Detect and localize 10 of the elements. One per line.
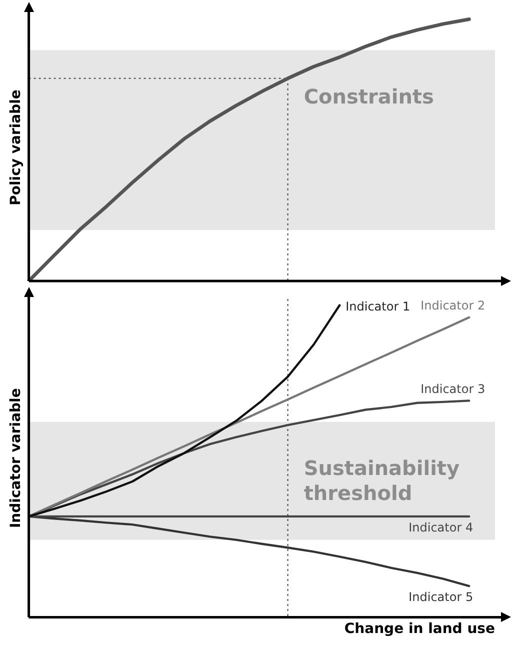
y-axis-title: Policy variable: [8, 90, 24, 206]
y-axis-title: Indicator variable: [8, 388, 24, 528]
x-axis-title: Change in land use: [344, 621, 495, 638]
band-label: Sustainability threshold: [304, 456, 460, 506]
series-label: Indicator 2: [420, 298, 486, 313]
series-label: Indicator 4: [408, 520, 474, 535]
series-label: Indicator 3: [420, 382, 486, 396]
band-label: Constraints: [304, 84, 434, 108]
series-label: Indicator 1: [346, 299, 410, 314]
series-label: Indicator 5: [408, 590, 474, 604]
